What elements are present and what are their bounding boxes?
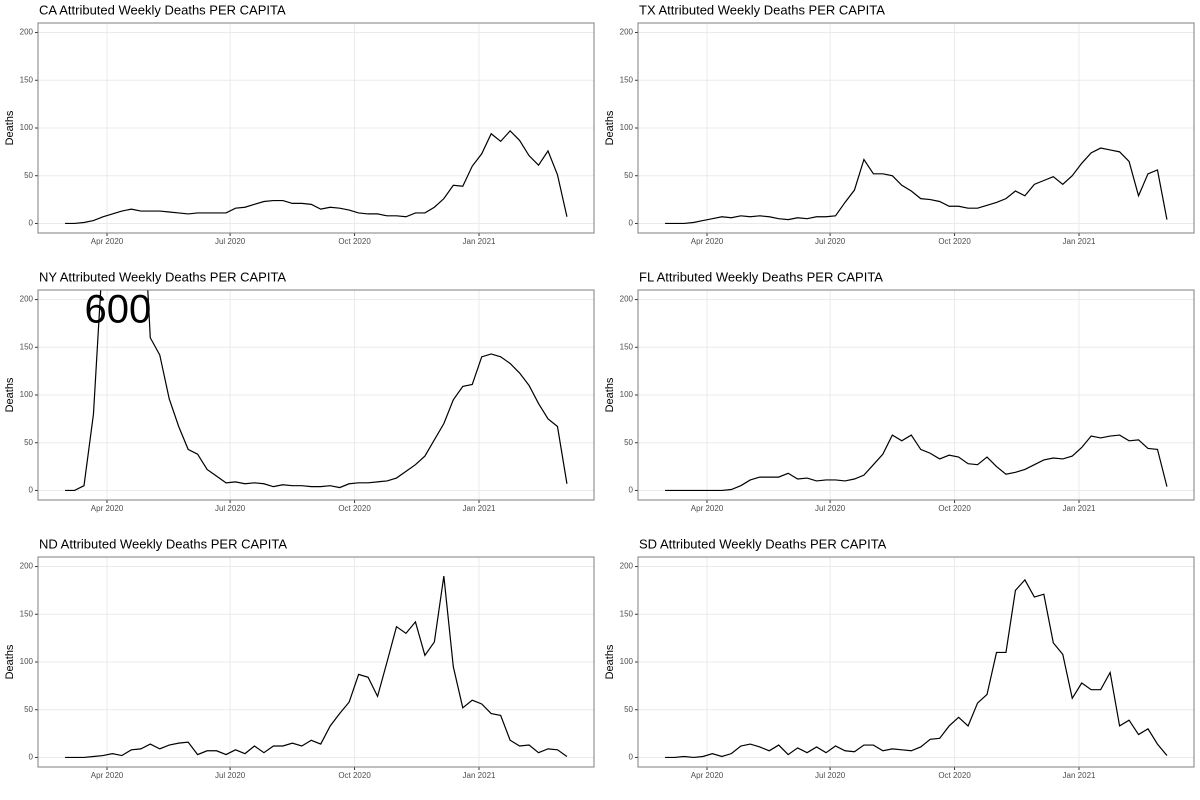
x-tick-label: Oct 2020: [338, 504, 371, 513]
x-tick-label: Jul 2020: [215, 504, 246, 513]
x-tick-label: Jan 2021: [463, 237, 496, 246]
x-tick-label: Jan 2021: [463, 771, 496, 780]
panel-frame: [637, 289, 1195, 501]
y-tick-label: 50: [624, 438, 633, 447]
panel: TX Attributed Weekly Deaths PER CAPITA 0 5…: [604, 2, 1195, 246]
y-tick-label: 100: [20, 123, 34, 132]
panel: ND Attributed Weekly Deaths PER CAPITA 0 5…: [4, 536, 595, 780]
x-tick-label: Jul 2020: [215, 771, 246, 780]
y-tick-label: 200: [620, 295, 634, 304]
y-tick-label: 150: [620, 75, 634, 84]
y-tick-label: 150: [620, 342, 634, 351]
panel-title: TX Attributed Weekly Deaths PER CAPITA: [639, 2, 885, 17]
x-tick-label: Jan 2021: [463, 504, 496, 513]
x-tick-label: Apr 2020: [91, 504, 124, 513]
y-tick-label: 100: [620, 657, 634, 666]
panel-frame: [37, 289, 595, 501]
panel-title: NY Attributed Weekly Deaths PER CAPITA: [39, 269, 286, 284]
x-tick-label: Jan 2021: [1063, 504, 1096, 513]
y-tick-label: 0: [629, 753, 634, 762]
y-tick-label: 50: [24, 705, 33, 714]
y-tick-label: 150: [20, 342, 34, 351]
data-line: [665, 434, 1168, 492]
x-tick-label: Jul 2020: [815, 237, 846, 246]
panel: CA Attributed Weekly Deaths PER CAPITA 0 5…: [4, 2, 595, 246]
panel-title: CA Attributed Weekly Deaths PER CAPITA: [39, 2, 286, 17]
x-tick-label: Oct 2020: [338, 237, 371, 246]
x-tick-label: Oct 2020: [938, 237, 971, 246]
panel: SD Attributed Weekly Deaths PER CAPITA 0 5…: [604, 536, 1195, 780]
x-tick-label: Apr 2020: [91, 771, 124, 780]
panel-frame: [37, 556, 595, 768]
panel-frame: [637, 22, 1195, 234]
panel-title: ND Attributed Weekly Deaths PER CAPITA: [39, 536, 287, 551]
y-axis-label: Deaths: [604, 377, 616, 412]
y-axis-label: Deaths: [604, 110, 616, 145]
x-tick-label: Jan 2021: [1063, 771, 1096, 780]
panel: NY Attributed Weekly Deaths PER CAPITA 0 5…: [4, 269, 595, 513]
x-tick-label: Apr 2020: [691, 771, 724, 780]
y-tick-label: 0: [629, 486, 634, 495]
x-tick-label: Apr 2020: [691, 504, 724, 513]
y-tick-label: 0: [29, 486, 34, 495]
y-tick-label: 200: [20, 295, 34, 304]
panel-frame: [637, 556, 1195, 768]
y-tick-label: 50: [24, 438, 33, 447]
x-tick-label: Oct 2020: [938, 504, 971, 513]
y-tick-label: 150: [20, 609, 34, 618]
y-tick-label: 50: [624, 171, 633, 180]
x-tick-label: Oct 2020: [338, 771, 371, 780]
data-line: [665, 147, 1168, 225]
y-tick-label: 50: [624, 705, 633, 714]
y-tick-label: 200: [620, 28, 634, 37]
y-tick-label: 0: [29, 753, 34, 762]
data-line: [65, 576, 568, 759]
y-tick-label: 100: [20, 390, 34, 399]
x-tick-label: Oct 2020: [938, 771, 971, 780]
x-tick-label: Jul 2020: [815, 504, 846, 513]
y-tick-label: 200: [620, 562, 634, 571]
y-tick-label: 100: [20, 657, 34, 666]
panel-frame: [37, 22, 595, 234]
y-axis-label: Deaths: [4, 644, 16, 679]
y-tick-label: 200: [20, 562, 34, 571]
y-axis-label: Deaths: [4, 110, 16, 145]
y-tick-label: 100: [620, 123, 634, 132]
y-tick-label: 200: [20, 28, 34, 37]
x-tick-label: Jul 2020: [215, 237, 246, 246]
annotation: 600: [84, 288, 151, 332]
panel-title: FL Attributed Weekly Deaths PER CAPITA: [639, 269, 883, 284]
y-tick-label: 150: [20, 75, 34, 84]
y-tick-label: 0: [29, 219, 34, 228]
x-tick-label: Jul 2020: [815, 771, 846, 780]
y-tick-label: 100: [620, 390, 634, 399]
y-axis-label: Deaths: [604, 644, 616, 679]
y-tick-label: 150: [620, 609, 634, 618]
y-axis-label: Deaths: [4, 377, 16, 412]
x-tick-label: Jan 2021: [1063, 237, 1096, 246]
data-line: [65, 129, 568, 225]
y-tick-label: 0: [629, 219, 634, 228]
x-tick-label: Apr 2020: [691, 237, 724, 246]
panel: FL Attributed Weekly Deaths PER CAPITA 0 5…: [604, 269, 1195, 513]
panel-title: SD Attributed Weekly Deaths PER CAPITA: [639, 536, 887, 551]
data-line: [665, 578, 1168, 759]
y-tick-label: 50: [24, 171, 33, 180]
data-line: [65, 290, 568, 492]
x-tick-label: Apr 2020: [91, 237, 124, 246]
